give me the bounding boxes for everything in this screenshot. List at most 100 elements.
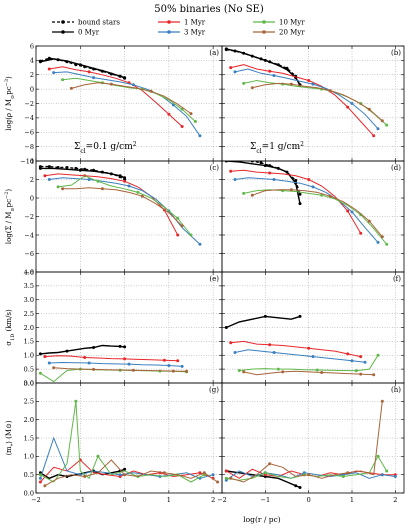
data-point-m3 <box>311 185 315 189</box>
data-point-m3 <box>127 184 131 188</box>
series-group <box>38 56 202 138</box>
data-point-m3 <box>198 134 202 138</box>
data-point-bound <box>298 192 302 196</box>
data-point-m20 <box>250 193 254 197</box>
y-tick-label: 6 <box>30 42 34 50</box>
panel-label: (f) <box>393 275 401 283</box>
data-point-m20 <box>242 370 246 374</box>
data-point-m3 <box>118 473 122 477</box>
data-point-bound <box>65 60 69 64</box>
series-line-m0 <box>226 161 301 204</box>
data-point-m3 <box>211 473 215 477</box>
data-point-bound <box>38 165 42 169</box>
y-tick-label: 0 <box>30 85 34 93</box>
data-point-m20 <box>83 475 87 478</box>
data-point-m3 <box>38 476 42 480</box>
data-point-m0 <box>294 484 298 488</box>
data-point-m20 <box>216 480 220 484</box>
data-point-m10 <box>136 190 140 194</box>
x-tick-label: −1 <box>261 496 271 504</box>
data-point-m10 <box>341 475 345 478</box>
data-point-m3 <box>167 364 171 367</box>
series-line-m10 <box>40 401 205 483</box>
data-point-m1 <box>346 105 350 109</box>
data-point-m3 <box>87 361 91 365</box>
data-point-m20 <box>52 366 56 370</box>
series-line-m20 <box>53 367 187 372</box>
data-point-m10 <box>193 120 197 123</box>
series-line-m20 <box>44 459 218 487</box>
panel-g: 0.0 0.5 1.0 1.5 2.0 2.5 3.0 −2 −1 0 1 2 (g) <box>24 379 223 504</box>
data-point-m10 <box>242 191 246 195</box>
y-tick-label: −2 <box>24 213 34 221</box>
series-line-m20 <box>62 187 183 227</box>
data-point-m1 <box>43 355 47 359</box>
data-point-m3 <box>233 351 237 354</box>
series-line-m3 <box>234 68 379 130</box>
series-line-m3 <box>49 177 201 245</box>
y-tick-label: −4 <box>24 231 34 239</box>
data-point-m3 <box>376 240 380 244</box>
data-point-m10 <box>38 371 42 375</box>
y-tick-label: 3.5 <box>24 282 34 290</box>
legend-entry-bound: bound stars <box>52 19 120 27</box>
data-point-m20 <box>109 82 113 86</box>
series-group <box>224 399 397 489</box>
y-tick-label: 0.0 <box>24 489 34 497</box>
series-line-m20 <box>252 189 383 238</box>
data-point-m3 <box>376 127 380 131</box>
figure-title: 50% binaries (No SE) <box>154 4 264 15</box>
legend-label: 0 Myr <box>78 29 100 37</box>
data-point-bound <box>47 56 51 60</box>
data-point-m1 <box>359 231 363 235</box>
x-tick-label: 0 <box>307 496 311 504</box>
legend-marker <box>167 20 171 24</box>
data-point-m1 <box>123 357 127 361</box>
data-point-m10 <box>61 78 65 82</box>
data-point-bound <box>242 51 246 55</box>
data-point-m3 <box>92 76 96 80</box>
series-line-m3 <box>39 436 214 479</box>
data-point-m10 <box>385 242 389 246</box>
panel-f: (f) <box>221 271 405 384</box>
panel-label: (e) <box>209 275 219 283</box>
data-point-bound <box>294 178 298 182</box>
data-point-m1 <box>176 359 180 363</box>
data-point-m1 <box>224 469 228 473</box>
data-point-m1 <box>229 341 233 345</box>
data-point-bound <box>100 170 104 174</box>
x-axis-label: log(r / pc) <box>243 515 281 524</box>
panel-label: (c) <box>210 164 220 172</box>
series-line-m1 <box>230 64 375 137</box>
panel-d: (d) <box>221 160 405 273</box>
data-point-m10 <box>74 399 78 403</box>
legend: bound stars 1 Myr 10 Myr 0 Myr 3 Myr 20 Myr <box>52 19 305 37</box>
data-point-m3 <box>311 355 315 359</box>
data-point-bound <box>83 167 87 171</box>
y-tick-label: −6 <box>24 250 34 258</box>
data-point-bound <box>285 66 289 70</box>
panel-a: −10 −8 −6 −4 −2 0 2 4 6 (a) Σcl=0.1 g/cm2 <box>20 42 223 165</box>
y-tick-label: −10 <box>20 157 34 165</box>
y-tick-label: −8 <box>24 268 34 276</box>
data-point-m10 <box>315 368 319 372</box>
data-point-bound <box>65 166 69 169</box>
y-tick-label: 2.5 <box>24 398 34 406</box>
data-point-m20 <box>61 187 65 191</box>
series-group <box>38 344 189 383</box>
panel-label: (b) <box>391 49 401 57</box>
data-point-m1 <box>372 134 376 138</box>
x-tick-label: 1 <box>167 496 171 504</box>
series-group <box>224 161 389 246</box>
data-point-bound <box>56 58 60 62</box>
legend-marker <box>167 30 171 34</box>
data-point-m20 <box>180 224 184 228</box>
data-point-m0 <box>298 314 302 318</box>
y-tick-label: 1.0 <box>24 453 34 461</box>
y-tick-label: 2.5 <box>24 310 34 318</box>
data-point-m3 <box>272 351 276 354</box>
data-point-bound <box>38 59 42 63</box>
legend-marker <box>61 20 65 24</box>
legend-label: bound stars <box>78 19 120 27</box>
x-tick-label: 2 <box>211 496 215 504</box>
